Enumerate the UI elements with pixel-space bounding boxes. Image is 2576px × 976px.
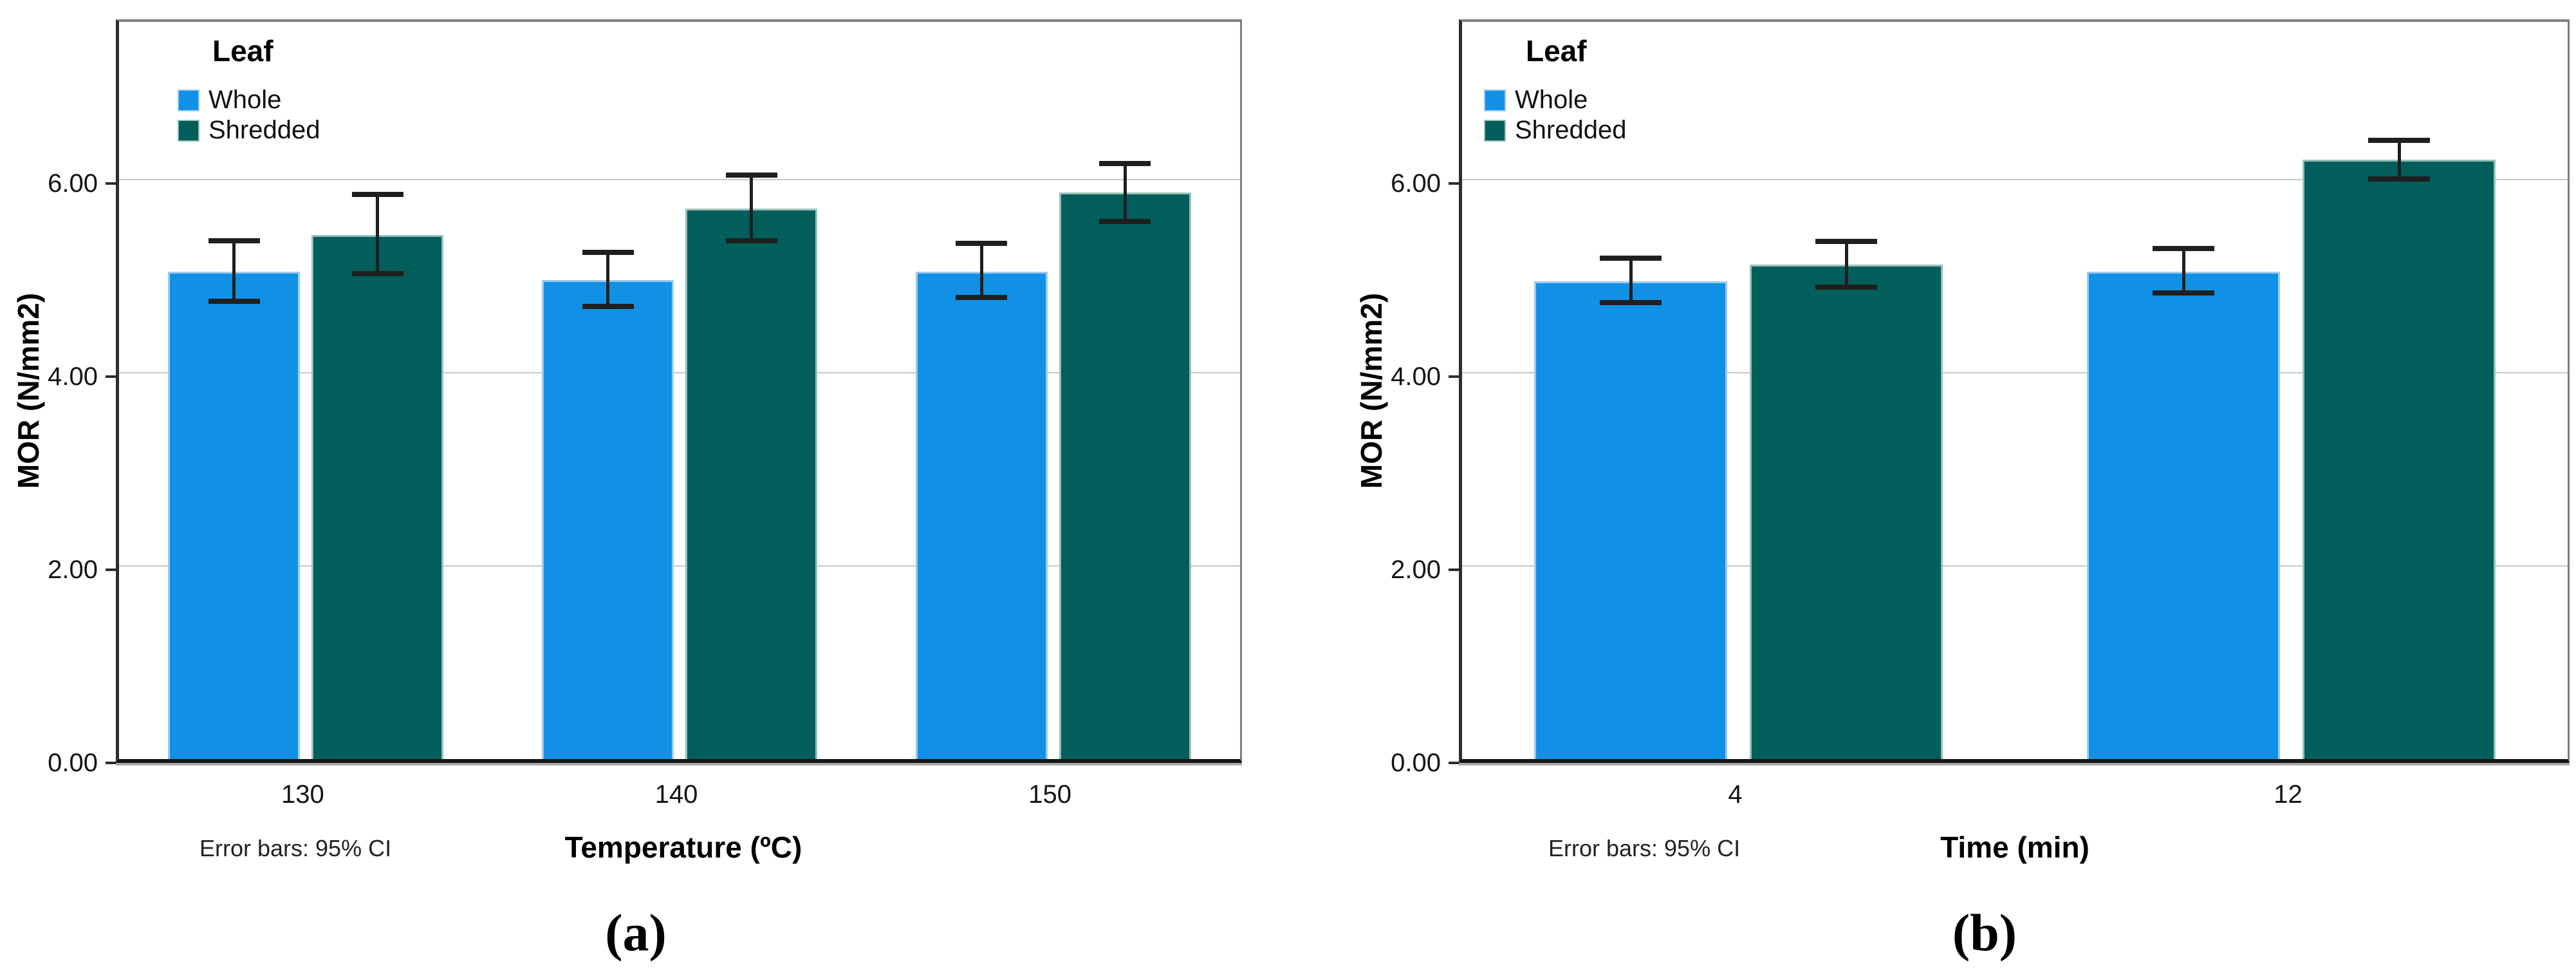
error-bar-a-140-whole — [606, 252, 609, 306]
error-cap-bottom-a-130-shredded — [351, 270, 403, 276]
bar-b-12-whole — [2087, 271, 2280, 759]
error-cap-top-a-130-whole — [208, 238, 260, 243]
error-cap-bottom-a-150-whole — [956, 295, 1008, 300]
error-bar-b-4-shredded — [1844, 241, 1848, 287]
y-tick-label-b-4.00: 4.00 — [1391, 362, 1441, 391]
y-tick-label-b-6.00: 6.00 — [1391, 169, 1441, 198]
error-bar-a-140-shredded — [750, 174, 753, 241]
y-tick-label-a-4.00: 4.00 — [48, 362, 98, 391]
legend-item-shredded-b: Shredded — [1484, 115, 1626, 145]
y-tick-b-2.00 — [1449, 568, 1459, 571]
y-tick-label-a-0.00: 0.00 — [48, 749, 98, 777]
x-axis-title-b: Time (min) — [1940, 831, 2090, 864]
error-cap-top-b-4-whole — [1600, 255, 1662, 261]
gridline-b-2.00 — [1462, 565, 2568, 567]
error-bar-a-150-shredded — [1123, 163, 1127, 221]
bar-a-140-whole — [542, 280, 674, 759]
error-bar-b-12-whole — [2182, 248, 2185, 293]
error-bars-footnote-a: Error bars: 95% CI — [199, 835, 392, 861]
legend-label-shredded: Shredded — [1515, 116, 1627, 144]
legend-item-whole-b: Whole — [1484, 85, 1626, 115]
gridline-a-4.00 — [119, 372, 1240, 373]
y-tick-b-4.00 — [1449, 375, 1459, 378]
error-cap-bottom-a-150-shredded — [1099, 218, 1151, 224]
x-category-label-a-140: 140 — [654, 780, 698, 809]
bar-b-12-shredded — [2303, 159, 2496, 759]
y-tick-a-2.00 — [106, 568, 116, 571]
bar-b-4-shredded — [1750, 265, 1943, 759]
error-cap-top-a-150-whole — [956, 241, 1008, 246]
error-cap-top-a-130-shredded — [351, 191, 403, 197]
x-category-label-a-150: 150 — [1028, 780, 1072, 809]
y-axis-title-b: MOR (N/mm2) — [1355, 292, 1388, 489]
legend-label-shredded: Shredded — [208, 116, 320, 144]
bar-a-150-shredded — [1059, 192, 1191, 759]
error-cap-top-a-140-shredded — [725, 172, 777, 178]
y-tick-label-b-0.00: 0.00 — [1391, 749, 1441, 777]
y-axis-b: 0.00 2.00 4.00 6.00 — [1343, 19, 1459, 777]
legend-swatch-shredded-icon — [1484, 119, 1506, 142]
error-bars-footnote-b: Error bars: 95% CI — [1548, 835, 1741, 861]
y-tick-label-a-6.00: 6.00 — [48, 169, 98, 198]
error-cap-bottom-b-4-shredded — [1815, 284, 1877, 290]
x-axis-labels-b: 4 12 — [1459, 780, 2570, 814]
legend-a: Leaf Whole Shredded — [178, 33, 320, 145]
legend-label-whole: Whole — [208, 86, 282, 114]
plot-area-a: Leaf Whole Shredded — [116, 19, 1242, 763]
legend-title-a: Leaf — [212, 34, 273, 68]
gridline-b-4.00 — [1462, 372, 2568, 373]
error-bar-b-12-shredded — [2397, 140, 2401, 179]
error-cap-bottom-b-12-shredded — [2368, 176, 2430, 182]
gridline-a-2.00 — [119, 565, 1240, 567]
error-cap-bottom-a-140-whole — [582, 303, 634, 309]
legend-label-whole: Whole — [1515, 86, 1588, 114]
y-tick-a-4.00 — [106, 375, 116, 378]
y-tick-a-6.00 — [106, 182, 116, 185]
plot-area-b: Leaf Whole Shredded — [1459, 19, 2570, 763]
x-category-label-a-130: 130 — [281, 780, 324, 809]
gridline-a-6.00 — [119, 179, 1240, 180]
bar-a-130-whole — [168, 271, 301, 759]
error-bar-a-150-whole — [979, 243, 983, 297]
error-cap-top-a-150-shredded — [1099, 160, 1151, 166]
legend-item-whole-a: Whole — [178, 85, 320, 115]
y-tick-label-a-2.00: 2.00 — [48, 556, 98, 584]
bar-a-140-shredded — [685, 209, 817, 759]
y-axis-a: 0.00 2.00 4.00 6.00 — [0, 19, 116, 777]
gridline-b-6.00 — [1462, 179, 2568, 180]
legend-swatch-shredded-icon — [178, 119, 199, 142]
bar-b-4-whole — [1534, 281, 1727, 759]
bar-a-130-shredded — [311, 234, 444, 759]
error-cap-top-b-12-whole — [2153, 245, 2214, 251]
bar-a-150-whole — [915, 271, 1048, 759]
panel-caption-b: (b) — [1952, 903, 2017, 962]
legend-b: Leaf Whole Shredded — [1484, 33, 1626, 145]
error-bar-a-130-shredded — [376, 194, 380, 274]
x-axis-labels-a: 130 140 150 — [116, 780, 1242, 814]
y-tick-a-0.00 — [106, 762, 116, 764]
x-category-label-b-12: 12 — [2274, 780, 2303, 809]
legend-swatch-whole-icon — [178, 89, 199, 111]
x-category-label-b-4: 4 — [1728, 780, 1743, 809]
error-bar-a-130-whole — [232, 240, 236, 301]
panel-caption-a: (a) — [605, 903, 667, 962]
error-cap-bottom-b-4-whole — [1600, 299, 1662, 305]
error-cap-top-a-140-whole — [582, 249, 634, 255]
legend-swatch-whole-icon — [1484, 89, 1506, 111]
error-cap-bottom-b-12-whole — [2153, 290, 2214, 296]
error-cap-bottom-a-130-whole — [208, 299, 260, 304]
y-tick-b-0.00 — [1449, 762, 1459, 764]
error-bar-b-4-whole — [1629, 258, 1633, 303]
error-cap-top-b-12-shredded — [2368, 137, 2430, 143]
error-cap-top-b-4-shredded — [1815, 239, 1877, 244]
y-tick-b-6.00 — [1449, 182, 1459, 185]
y-tick-label-b-2.00: 2.00 — [1391, 556, 1441, 584]
error-cap-bottom-a-140-shredded — [725, 238, 777, 243]
legend-title-b: Leaf — [1526, 34, 1587, 68]
legend-item-shredded-a: Shredded — [178, 115, 320, 145]
x-axis-title-a: Temperature (ºC) — [564, 831, 802, 864]
